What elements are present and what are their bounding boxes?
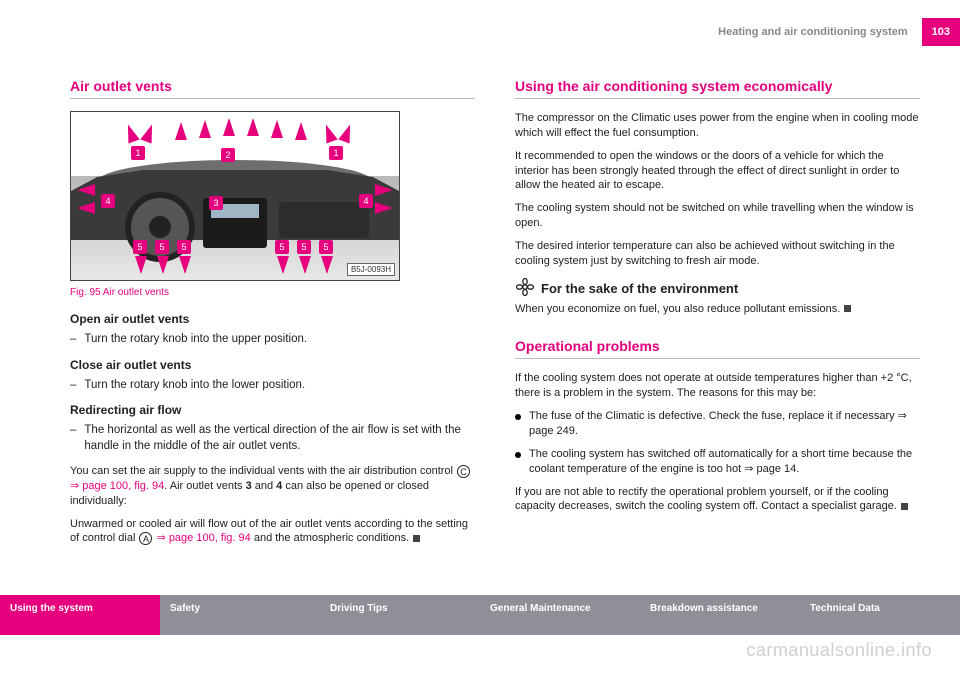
arrow-up-icon [199, 120, 211, 138]
heading-close: Close air outlet vents [70, 358, 475, 372]
right-title-2: Operational problems [515, 338, 920, 359]
paragraph: Unwarmed or cooled air will flow out of … [70, 517, 475, 547]
vent-badge: 5 [133, 240, 147, 254]
vent-badge: 5 [177, 240, 191, 254]
figure-air-outlet: 1 1 2 3 4 4 5 5 5 5 5 5 B5J-0093H [70, 111, 400, 281]
footer-safety[interactable]: Safety [160, 595, 320, 635]
arrow-up-icon [295, 122, 307, 140]
footer-driving-tips[interactable]: Driving Tips [320, 595, 480, 635]
glovebox-icon [279, 202, 369, 238]
heading-open: Open air outlet vents [70, 312, 475, 326]
footer-nav: Using the system Safety Driving Tips Gen… [0, 595, 960, 635]
arrow-up-icon [338, 122, 355, 143]
footer-technical-data[interactable]: Technical Data [800, 595, 960, 635]
arrow-up-icon [140, 122, 157, 143]
left-title: Air outlet vents [70, 78, 475, 99]
item-text: Turn the rotary knob into the upper posi… [84, 332, 307, 348]
arrow-down-icon [321, 256, 333, 274]
heading-redirect: Redirecting air flow [70, 403, 475, 417]
paragraph: The cooling system should not be switche… [515, 201, 920, 231]
figure-caption: Fig. 95 Air outlet vents [70, 287, 475, 298]
footer-breakdown[interactable]: Breakdown assistance [640, 595, 800, 635]
list-item: – Turn the rotary knob into the upper po… [70, 332, 475, 348]
paragraph: When you economize on fuel, you also red… [515, 302, 920, 317]
list-item: The cooling system has switched off auto… [515, 447, 920, 477]
vent-badge: 4 [101, 194, 115, 208]
end-mark-icon [901, 503, 908, 510]
vent-badge: 4 [359, 194, 373, 208]
vent-badge: 5 [297, 240, 311, 254]
paragraph: It recommended to open the windows or th… [515, 149, 920, 194]
vent-badge: 5 [155, 240, 169, 254]
page-header: Heating and air conditioning system 103 [704, 18, 960, 46]
cross-ref[interactable]: ⇒ page 100, fig. 94 [153, 532, 250, 544]
paragraph: You can set the air supply to the indivi… [70, 464, 475, 509]
item-text: The fuse of the Climatic is defective. C… [529, 409, 920, 439]
item-text: Turn the rotary knob into the lower posi… [84, 378, 305, 394]
dash-icon: – [70, 332, 76, 348]
paragraph: The compressor on the Climatic uses powe… [515, 111, 920, 141]
section-title: Heating and air conditioning system [704, 18, 921, 46]
list-item: – The horizontal as well as the vertical… [70, 423, 475, 454]
arrow-up-icon [122, 122, 139, 143]
arrow-up-icon [175, 122, 187, 140]
arrow-right-icon [375, 184, 393, 196]
watermark: carmanualsonline.info [746, 640, 932, 661]
dash-icon: – [70, 423, 76, 454]
dash-icon: – [70, 378, 76, 394]
environment-heading: For the sake of the environment [515, 277, 920, 300]
end-mark-icon [844, 305, 851, 312]
arrow-up-icon [320, 122, 337, 143]
arrow-left-icon [77, 202, 95, 214]
cross-ref[interactable]: ⇒ page 100, fig. 94 [70, 480, 164, 492]
end-mark-icon [413, 535, 420, 542]
arrow-left-icon [77, 184, 95, 196]
footer-using-system[interactable]: Using the system [0, 595, 160, 635]
vent-badge: 2 [221, 148, 235, 162]
footer-general-maintenance[interactable]: General Maintenance [480, 595, 640, 635]
right-title-1: Using the air conditioning system econom… [515, 78, 920, 99]
item-text: The cooling system has switched off auto… [529, 447, 920, 477]
bullet-icon [515, 452, 521, 458]
arrow-down-icon [299, 256, 311, 274]
flower-icon [515, 277, 535, 300]
vent-badge: 5 [275, 240, 289, 254]
arrow-up-icon [223, 118, 235, 136]
figure-label: B5J-0093H [347, 263, 395, 276]
arrow-right-icon [375, 202, 393, 214]
vent-badge: 5 [319, 240, 333, 254]
arrow-down-icon [179, 256, 191, 274]
vent-badge: 1 [329, 146, 343, 160]
arrow-down-icon [277, 256, 289, 274]
bullet-icon [515, 414, 521, 420]
right-column: Using the air conditioning system econom… [515, 78, 920, 546]
paragraph: If the cooling system does not operate a… [515, 371, 920, 401]
vent-badge: 3 [209, 196, 223, 210]
arrow-down-icon [135, 256, 147, 274]
list-item: The fuse of the Climatic is defective. C… [515, 409, 920, 439]
content: Air outlet vents [70, 78, 920, 546]
page-number: 103 [922, 18, 960, 46]
arrow-up-icon [271, 120, 283, 138]
dial-c-icon: C [457, 465, 470, 478]
item-text: The horizontal as well as the vertical d… [84, 423, 475, 454]
left-column: Air outlet vents [70, 78, 475, 546]
paragraph: The desired interior temperature can als… [515, 239, 920, 269]
dial-a-icon: A [139, 532, 152, 545]
vent-badge: 1 [131, 146, 145, 160]
arrow-down-icon [157, 256, 169, 274]
arrow-up-icon [247, 118, 259, 136]
paragraph: If you are not able to rectify the opera… [515, 485, 920, 515]
list-item: – Turn the rotary knob into the lower po… [70, 378, 475, 394]
